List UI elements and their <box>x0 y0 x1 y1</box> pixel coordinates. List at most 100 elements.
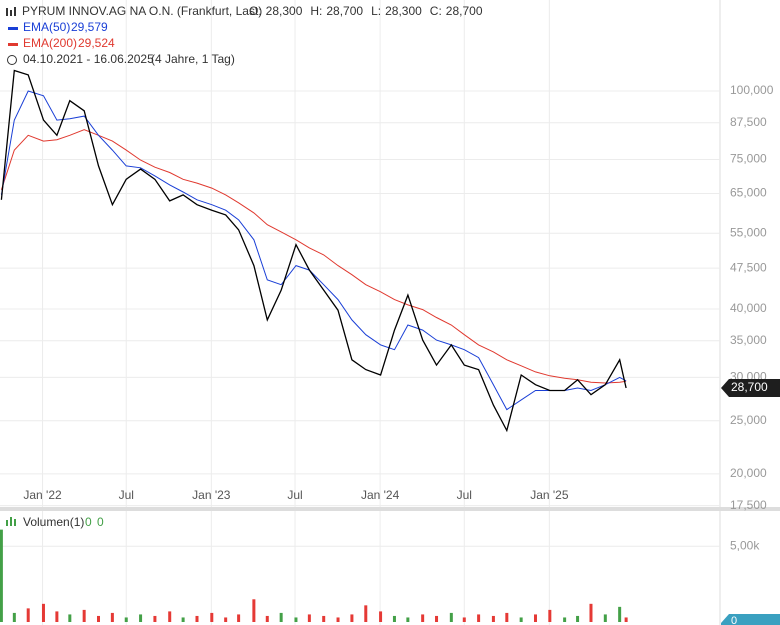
volume-bar <box>12 612 16 622</box>
labels: 17,50020,00025,00030,00035,00040,00047,5… <box>23 83 780 625</box>
volume-bar <box>181 617 185 622</box>
volume-bar <box>294 617 298 622</box>
volume-bar <box>350 614 354 622</box>
clock-icon <box>7 55 17 65</box>
legend-value: 29,524 <box>78 36 115 50</box>
volume-label: Volumen(1) <box>23 515 84 529</box>
y-tick-label: 87,500 <box>730 115 767 129</box>
line-series <box>0 69 627 433</box>
x-tick-label: Jan '24 <box>361 488 400 502</box>
legend-label: EMA(200) <box>23 36 77 50</box>
y-tick-label: 47,500 <box>730 260 767 274</box>
volume-bar <box>618 606 622 622</box>
volume-bar <box>477 614 481 622</box>
y-tick-label: 55,000 <box>730 225 767 239</box>
volume-value: 0 <box>97 515 104 529</box>
volume-bar <box>307 614 311 622</box>
volume-bar <box>462 617 466 622</box>
volume-bar <box>589 603 593 622</box>
volume-bar <box>82 609 86 622</box>
y-tick-label: 40,000 <box>730 301 767 315</box>
volume-bar <box>406 617 410 622</box>
volume-bar <box>364 605 368 622</box>
ohlc-value: 28,300 <box>266 4 303 18</box>
volume-bar <box>26 608 30 622</box>
legend-value: 29,579 <box>71 20 108 34</box>
legend-swatch <box>8 43 18 46</box>
legend-swatch <box>8 27 18 30</box>
y-tick-label: 75,000 <box>730 152 767 166</box>
line-series <box>0 90 627 411</box>
chart-icon <box>6 7 16 16</box>
volume-value: 0 <box>85 515 92 529</box>
volume-bar <box>576 615 580 622</box>
volume-bar <box>603 614 607 622</box>
ohlc: O: 28,300 H: 28,700 L: 28,300 C: 28,700 <box>249 4 483 18</box>
volume-bar <box>224 617 228 622</box>
volume-bar <box>55 611 59 622</box>
ohlc-value: 28,300 <box>385 4 422 18</box>
volume-bar <box>533 614 537 622</box>
legend: PYRUM INNOV.AG NA O.N. (Frankfurt, Last)… <box>6 4 483 529</box>
x-tick-label: Jan '22 <box>23 488 62 502</box>
volume-bar <box>41 603 45 622</box>
legend-label: EMA(50) <box>23 20 70 34</box>
x-tick-label: Jan '25 <box>530 488 569 502</box>
volume-bar <box>624 617 628 622</box>
x-tick-label: Jul <box>287 488 302 502</box>
volume-bar <box>195 615 199 622</box>
volume-bar <box>139 614 143 622</box>
date-range: 04.10.2021 - 16.06.2025 <box>23 52 154 66</box>
volume-bar <box>491 615 495 622</box>
y-tick-label: 35,000 <box>730 333 767 347</box>
volume-bar <box>548 609 552 622</box>
x-tick-label: Jan '23 <box>192 488 231 502</box>
ohlc-value: 28,700 <box>446 4 483 18</box>
ohlc-label: C: <box>430 4 442 18</box>
volume-bar <box>168 611 172 622</box>
x-tick-label: Jul <box>119 488 134 502</box>
y-tick-label: 20,000 <box>730 466 767 480</box>
volume-bar <box>210 612 214 622</box>
volume-bar <box>421 614 425 622</box>
volume-bar <box>124 617 128 622</box>
x-tick-label: Jul <box>457 488 472 502</box>
line-series <box>0 129 627 384</box>
volume-tag <box>721 614 780 625</box>
panel-separator <box>0 507 780 511</box>
volume-bar <box>110 612 114 622</box>
volume-bar <box>435 615 439 622</box>
ohlc-label: O: <box>249 4 262 18</box>
volume-bar <box>0 529 3 622</box>
volume-bar <box>237 614 241 622</box>
volume-bar <box>379 611 383 622</box>
ohlc-label: H: <box>310 4 322 18</box>
y-tick-label: 5,00k <box>730 538 760 552</box>
volume-bar <box>519 617 523 622</box>
date-span: (4 Jahre, 1 Tag) <box>151 52 235 66</box>
volume-bar <box>322 615 326 622</box>
y-tick-label: 100,000 <box>730 83 774 97</box>
volume-bar <box>392 615 396 622</box>
y-tick-label: 65,000 <box>730 186 767 200</box>
chart-title: PYRUM INNOV.AG NA O.N. (Frankfurt, Last) <box>22 4 262 18</box>
ohlc-value: 28,700 <box>326 4 363 18</box>
volume-bar <box>336 617 340 622</box>
ohlc-label: L: <box>371 4 381 18</box>
volume-bar <box>563 617 567 622</box>
volume-bar <box>265 615 269 622</box>
volume-bar <box>279 612 283 622</box>
y-tick-label: 17,500 <box>730 498 767 512</box>
volume-bar <box>153 615 157 622</box>
volume-bar <box>449 612 453 622</box>
volume-bar <box>68 614 72 622</box>
price-tag-label: 28,700 <box>731 380 768 394</box>
volume-tag-label: 0 <box>731 615 737 625</box>
marks <box>0 69 628 622</box>
price-tag <box>721 378 780 397</box>
y-tick-label: 25,000 <box>730 413 767 427</box>
volume-bar <box>96 615 100 622</box>
volume-bar <box>505 612 509 622</box>
